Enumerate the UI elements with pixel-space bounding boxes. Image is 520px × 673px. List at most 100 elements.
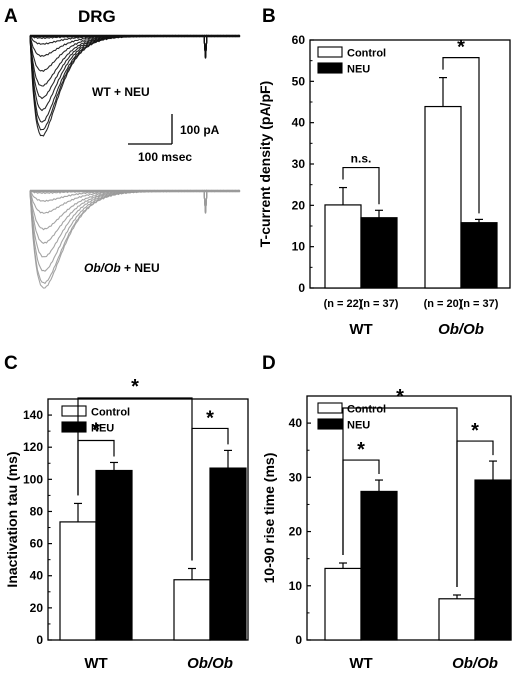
y-tick-label: 100 [23,472,43,486]
panel-b-y-axis-label: T-current density (pA/pF) [257,81,273,247]
legend-swatch [317,418,343,430]
significance-label: * [92,419,100,441]
panel-d-legend: Control NEU [317,402,386,432]
panel-a-wt-label: WT + NEU [92,85,150,99]
panel-b-legend: Control NEU [317,46,386,76]
n-label: (n = 22) [324,298,363,310]
panel-b-bar-neu-1 [460,222,498,289]
panel-letter-d: D [262,353,276,374]
y-tick-label: 30 [289,470,303,484]
current-trace [29,34,241,72]
significance-label: * [457,37,465,59]
panel-b-bar-control-1 [424,105,462,289]
significance-bracket [77,397,193,561]
panel-c-bar-control-0 [59,521,97,641]
panel-c-chart: 0 20 40 60 80 100 120 140 Inactivation tau (ms) W… [4,376,249,672]
significance-label: * [206,407,214,429]
current-trace [29,34,241,131]
n-label: (n = 20) [424,298,463,310]
wt-trace-family [29,34,241,137]
legend-label: NEU [91,423,114,435]
panel-d-bar-neu-1 [474,479,512,641]
current-trace [29,189,241,272]
y-tick-label: 40 [30,569,44,583]
significance-bracket [342,407,458,587]
panel-letter-b: B [262,6,276,27]
y-tick-label: 60 [30,537,44,551]
panel-d-bar-control-0 [324,567,362,641]
panel-c-y-axis-label: Inactivation tau (ms) [4,451,20,587]
panel-letter-c: C [4,353,18,374]
obob-trace-family [29,189,241,289]
significance-label: * [357,439,365,461]
scale-bar-time-label: 100 msec [138,150,192,164]
panel-a-title: DRG [78,7,116,26]
panel-d-category-label: Ob/Ob [452,655,498,672]
panel-c-legend: Control NEU [61,405,130,435]
legend-label: NEU [347,420,370,432]
panel-a-obob-label: Ob/Ob + NEU [84,261,160,275]
y-tick-label: 40 [289,416,303,430]
significance-label: * [471,420,479,442]
n-label: (n = 37) [360,298,399,310]
panel-b-chart: 0 10 20 30 40 50 60 T-current density (pA/pF) WT… [257,33,511,338]
y-tick-label: 20 [292,198,306,212]
panel-d-bar-neu-0 [360,490,398,641]
legend-label: Control [91,407,130,419]
panel-b-category-label: WT [349,321,372,338]
significance-label: * [131,376,139,398]
y-tick-label: 40 [292,116,306,130]
panel-d-category-label: WT [349,655,372,672]
y-tick-label: 0 [36,633,43,647]
y-tick-label: 80 [30,504,44,518]
y-tick-label: 0 [295,633,302,647]
y-tick-label: 20 [289,525,303,539]
y-tick-label: 20 [30,601,44,615]
y-tick-label: 10 [289,579,303,593]
y-tick-label: 30 [292,157,306,171]
panel-c-frame [47,398,249,641]
panel-b-category-label: Ob/Ob [438,321,484,338]
panel-b-bar-control-0 [324,204,362,289]
panel-d-y-axis-label: 10-90 rise time (ms) [261,453,277,584]
current-trace [29,189,241,213]
significance-bracket [342,166,380,205]
significance-bracket [442,57,480,214]
panel-b-bar-neu-0 [360,217,398,289]
current-trace [29,189,241,231]
y-tick-label: 120 [23,440,43,454]
y-tick-label: 10 [292,240,306,254]
significance-label: n.s. [351,152,372,166]
y-tick-label: 50 [292,74,306,88]
current-trace [29,189,241,258]
panel-c-category-label: WT [84,655,107,672]
scale-bar-current-label: 100 pA [180,123,220,137]
panel-a-traces: DRG WT + NEU 100 pA 100 msec Ob/Ob + NEU [29,7,241,289]
legend-label: Control [347,48,386,60]
current-trace [29,189,241,244]
significance-label: * [396,386,404,408]
legend-swatch [317,62,343,74]
y-tick-label: 140 [23,408,43,422]
panel-d-chart: 0 10 20 30 40 10-90 rise time (ms) WT Ob/Ob Cont… [261,386,512,672]
current-trace [29,189,241,214]
panel-c-bar-neu-1 [209,467,247,641]
legend-swatch [317,46,343,58]
y-tick-label: 60 [292,33,306,47]
panel-letter-a: A [4,6,18,27]
panel-c-category-label: Ob/Ob [187,655,233,672]
legend-swatch [317,402,343,414]
current-trace [29,34,241,87]
current-trace [30,189,241,213]
scale-bar: 100 pA 100 msec [128,114,220,164]
y-tick-label: 0 [298,281,305,295]
panel-c-bar-control-1 [173,579,211,641]
legend-label: NEU [347,64,370,76]
legend-label: Control [347,404,386,416]
panel-c-bar-neu-0 [95,469,133,641]
panel-d-bar-control-1 [438,598,476,641]
legend-swatch [61,405,87,417]
n-label: (n = 37) [460,298,499,310]
legend-swatch [61,421,87,433]
